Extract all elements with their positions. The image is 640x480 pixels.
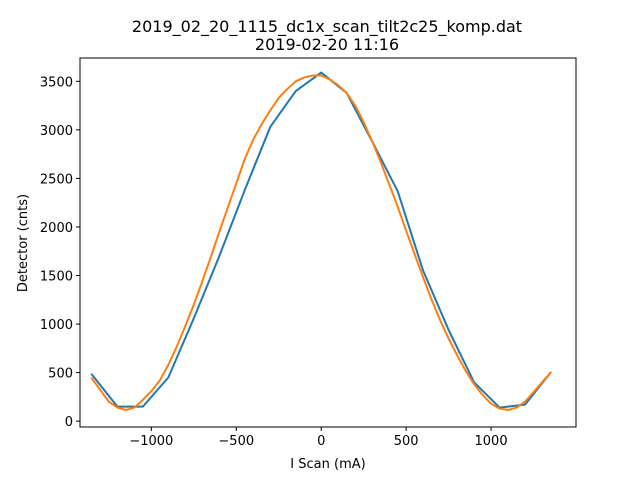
chart-subtitle: 2019-02-20 11:16 bbox=[255, 35, 399, 54]
x-axis-label: I Scan (mA) bbox=[290, 457, 365, 472]
y-tick-label: 2500 bbox=[40, 172, 73, 187]
x-tick-label: −500 bbox=[218, 434, 254, 449]
y-axis-label: Detector (cnts) bbox=[16, 194, 31, 292]
chart-title: 2019_02_20_1115_dc1x_scan_tilt2c25_komp.… bbox=[132, 17, 522, 37]
y-tick-label: 1500 bbox=[40, 270, 73, 285]
series-line-2 bbox=[90, 74, 552, 412]
x-tick-label: −1000 bbox=[129, 434, 173, 449]
x-tick-label: 500 bbox=[394, 434, 419, 449]
y-tick-label: 2000 bbox=[40, 221, 73, 236]
plot-area: −1000 −500 0 500 1000 0 500 1000 1500 2000 2500 300… bbox=[40, 57, 577, 449]
y-tick-label: 3500 bbox=[40, 75, 73, 90]
x-tick-label: 0 bbox=[317, 434, 325, 449]
x-tick-label: 1000 bbox=[475, 434, 508, 449]
y-tick-label: 500 bbox=[48, 367, 73, 382]
series-line-1 bbox=[90, 71, 552, 409]
y-tick-label: 3000 bbox=[40, 124, 73, 139]
y-tick-label: 0 bbox=[65, 415, 73, 430]
axes-frame bbox=[79, 57, 577, 428]
y-tick-label: 1000 bbox=[40, 318, 73, 333]
